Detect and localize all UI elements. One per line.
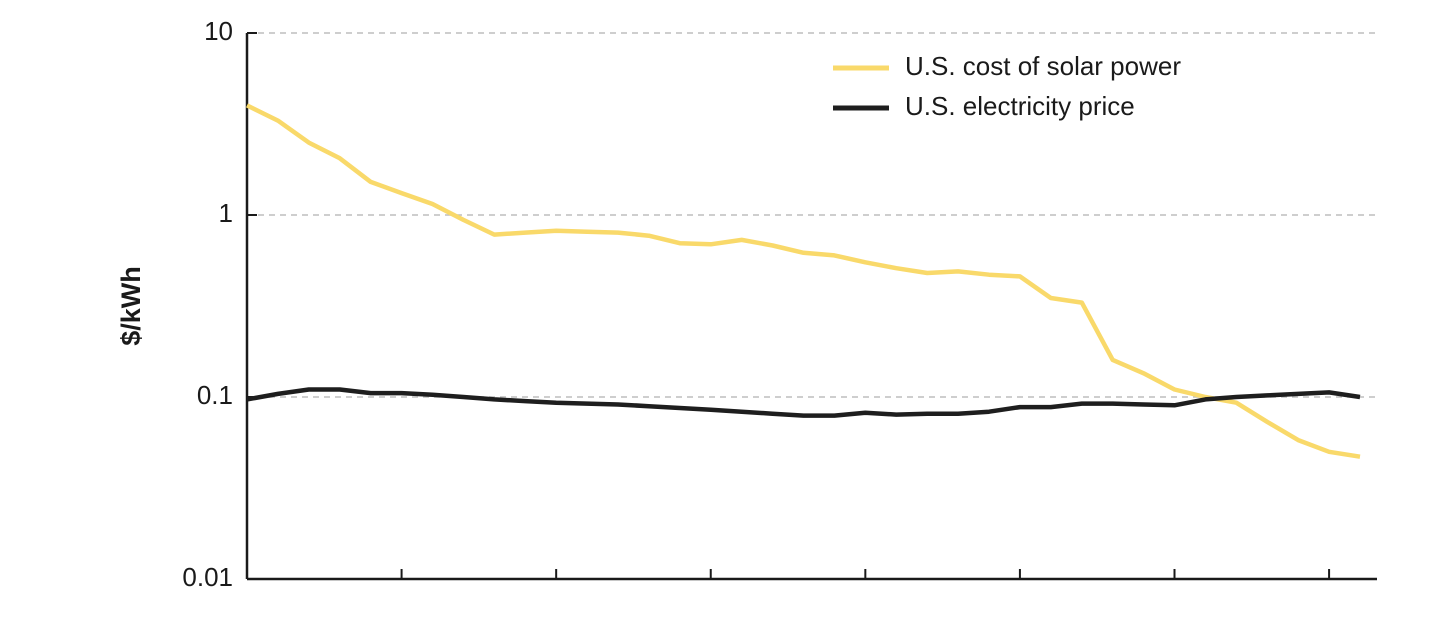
y-tick-label: 10 (204, 16, 233, 46)
series-line (246, 387, 1361, 418)
series-line (246, 103, 1361, 459)
legend-label: U.S. cost of solar power (905, 51, 1181, 81)
y-tick-label: 1 (219, 198, 233, 228)
y-tick-label: 0.1 (197, 380, 233, 410)
y-axis-label: $/kWh (116, 266, 146, 346)
legend-label: U.S. electricity price (905, 91, 1135, 121)
y-tick-label: 0.01 (182, 562, 233, 592)
